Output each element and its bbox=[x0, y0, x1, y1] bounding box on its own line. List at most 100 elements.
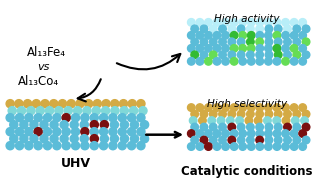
Circle shape bbox=[265, 45, 272, 52]
Circle shape bbox=[256, 110, 263, 118]
Circle shape bbox=[282, 57, 289, 65]
Circle shape bbox=[205, 19, 212, 26]
Circle shape bbox=[265, 136, 273, 144]
Circle shape bbox=[64, 107, 72, 115]
Circle shape bbox=[205, 32, 212, 39]
Circle shape bbox=[239, 143, 246, 150]
Circle shape bbox=[256, 136, 263, 144]
Circle shape bbox=[230, 130, 238, 137]
Circle shape bbox=[265, 32, 272, 39]
Circle shape bbox=[282, 117, 290, 124]
Circle shape bbox=[34, 128, 42, 136]
Circle shape bbox=[196, 32, 204, 39]
Circle shape bbox=[237, 136, 245, 144]
Circle shape bbox=[293, 110, 301, 118]
Circle shape bbox=[290, 45, 298, 52]
Circle shape bbox=[256, 45, 264, 52]
Circle shape bbox=[256, 51, 263, 59]
Circle shape bbox=[247, 143, 255, 150]
Circle shape bbox=[127, 114, 136, 122]
Circle shape bbox=[118, 128, 126, 136]
Circle shape bbox=[71, 114, 80, 122]
Circle shape bbox=[100, 121, 109, 129]
Circle shape bbox=[239, 130, 246, 137]
Circle shape bbox=[302, 123, 310, 131]
Circle shape bbox=[92, 107, 100, 115]
Text: Al₁₃Co₄: Al₁₃Co₄ bbox=[17, 75, 59, 88]
Circle shape bbox=[187, 19, 195, 26]
Circle shape bbox=[265, 51, 273, 59]
Circle shape bbox=[191, 136, 199, 144]
Circle shape bbox=[293, 51, 301, 59]
Circle shape bbox=[90, 128, 98, 136]
Circle shape bbox=[53, 142, 61, 150]
Circle shape bbox=[228, 25, 236, 33]
Circle shape bbox=[213, 45, 221, 52]
Text: High selectivity: High selectivity bbox=[207, 99, 287, 109]
Text: High activity: High activity bbox=[214, 14, 280, 24]
Circle shape bbox=[256, 143, 264, 150]
Circle shape bbox=[187, 130, 195, 137]
Circle shape bbox=[200, 110, 208, 118]
Circle shape bbox=[284, 51, 291, 59]
Circle shape bbox=[90, 135, 98, 143]
FancyArrowPatch shape bbox=[78, 79, 101, 101]
Circle shape bbox=[256, 57, 264, 65]
Circle shape bbox=[10, 121, 18, 129]
Circle shape bbox=[99, 142, 108, 150]
Circle shape bbox=[265, 19, 272, 26]
Circle shape bbox=[256, 38, 263, 46]
Circle shape bbox=[222, 19, 229, 26]
Circle shape bbox=[264, 117, 271, 124]
Circle shape bbox=[219, 38, 226, 46]
Circle shape bbox=[129, 107, 138, 115]
Circle shape bbox=[273, 32, 281, 39]
Circle shape bbox=[6, 142, 14, 150]
Circle shape bbox=[230, 32, 238, 39]
Circle shape bbox=[20, 121, 28, 129]
Circle shape bbox=[6, 114, 14, 122]
FancyArrowPatch shape bbox=[117, 54, 180, 69]
Circle shape bbox=[84, 100, 93, 108]
Circle shape bbox=[25, 128, 33, 136]
Circle shape bbox=[284, 38, 291, 46]
Circle shape bbox=[130, 135, 139, 143]
Circle shape bbox=[273, 19, 281, 26]
Circle shape bbox=[293, 25, 301, 33]
Circle shape bbox=[110, 121, 118, 129]
Circle shape bbox=[230, 104, 238, 111]
Circle shape bbox=[239, 57, 246, 65]
Circle shape bbox=[62, 114, 70, 122]
Circle shape bbox=[247, 57, 255, 65]
Circle shape bbox=[222, 130, 229, 137]
Circle shape bbox=[20, 135, 28, 143]
Circle shape bbox=[230, 45, 238, 52]
Circle shape bbox=[228, 123, 236, 131]
Circle shape bbox=[265, 104, 272, 111]
Circle shape bbox=[237, 38, 245, 46]
Circle shape bbox=[299, 57, 306, 65]
Circle shape bbox=[274, 136, 282, 144]
Circle shape bbox=[43, 142, 52, 150]
Circle shape bbox=[81, 142, 89, 150]
Circle shape bbox=[196, 19, 204, 26]
Circle shape bbox=[219, 25, 226, 33]
Circle shape bbox=[93, 100, 101, 108]
Circle shape bbox=[50, 121, 58, 129]
Circle shape bbox=[141, 135, 149, 143]
Circle shape bbox=[34, 114, 42, 122]
Circle shape bbox=[196, 57, 204, 65]
Text: vs: vs bbox=[37, 62, 49, 72]
Circle shape bbox=[67, 100, 75, 108]
Circle shape bbox=[213, 19, 221, 26]
Circle shape bbox=[205, 104, 212, 111]
Circle shape bbox=[239, 104, 246, 111]
Circle shape bbox=[191, 51, 199, 59]
Circle shape bbox=[239, 32, 246, 39]
Circle shape bbox=[46, 107, 54, 115]
Circle shape bbox=[27, 107, 35, 115]
Circle shape bbox=[62, 128, 70, 136]
Circle shape bbox=[239, 19, 246, 26]
Circle shape bbox=[274, 51, 282, 59]
Circle shape bbox=[23, 100, 32, 108]
